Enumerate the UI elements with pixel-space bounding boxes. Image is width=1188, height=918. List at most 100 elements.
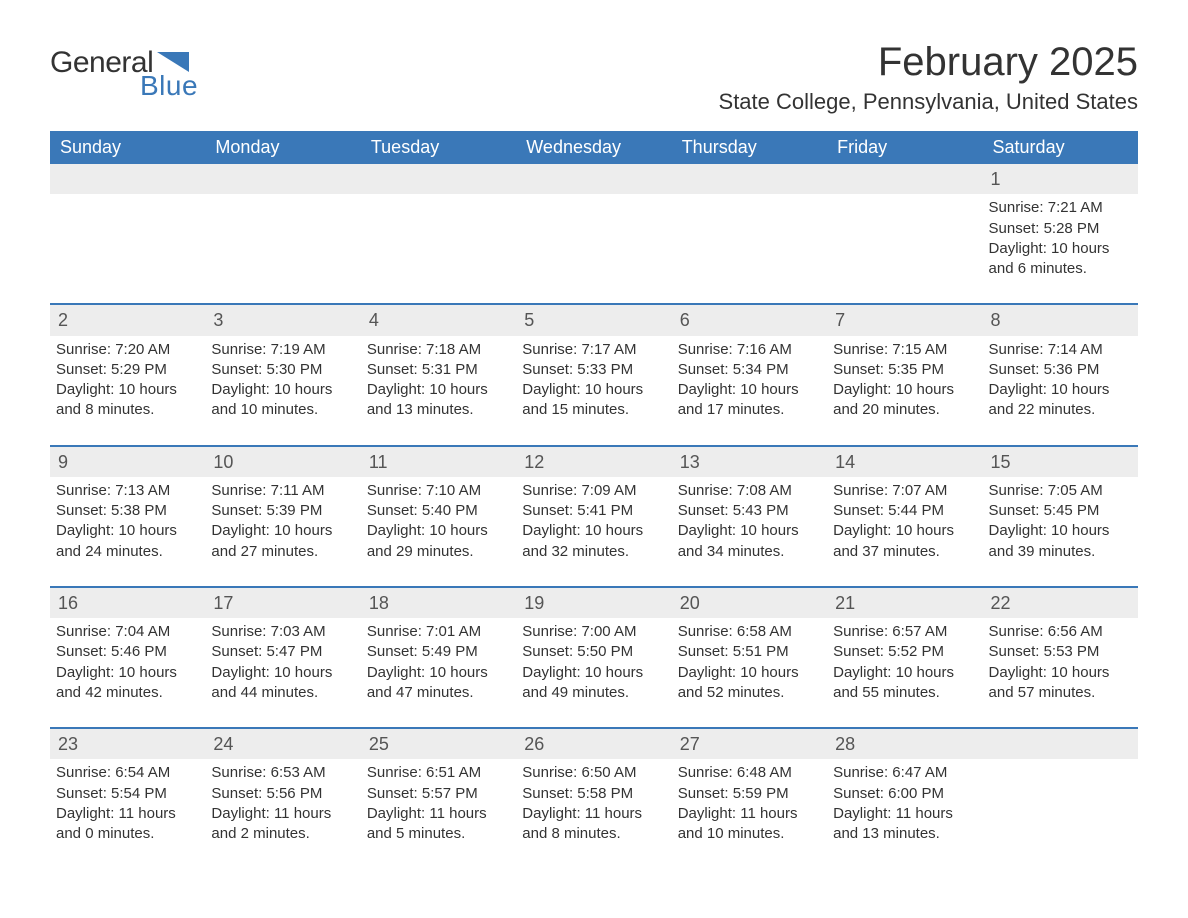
calendar-cell: 27Sunrise: 6:48 AMSunset: 5:59 PMDayligh… <box>672 728 827 868</box>
calendar-cell: 5Sunrise: 7:17 AMSunset: 5:33 PMDaylight… <box>516 304 671 445</box>
day-number: 21 <box>827 588 982 618</box>
day-number <box>983 729 1138 759</box>
daylight-text: Daylight: 11 hours and 0 minutes. <box>56 804 199 845</box>
day-number <box>516 164 671 194</box>
month-title: February 2025 <box>719 40 1138 85</box>
sunset-text: Sunset: 5:31 PM <box>367 360 510 380</box>
sunrise-text: Sunrise: 6:48 AM <box>678 763 821 783</box>
day-header: Tuesday <box>361 131 516 164</box>
sunrise-text: Sunrise: 7:03 AM <box>211 622 354 642</box>
daylight-text: Daylight: 10 hours and 8 minutes. <box>56 380 199 421</box>
calendar-cell <box>672 164 827 304</box>
sunset-text: Sunset: 6:00 PM <box>833 784 976 804</box>
sunset-text: Sunset: 5:47 PM <box>211 642 354 662</box>
calendar-cell <box>516 164 671 304</box>
daylight-text: Daylight: 10 hours and 6 minutes. <box>989 239 1132 280</box>
day-number: 2 <box>50 305 205 335</box>
sunrise-text: Sunrise: 7:14 AM <box>989 340 1132 360</box>
daylight-text: Daylight: 10 hours and 44 minutes. <box>211 663 354 704</box>
daylight-text: Daylight: 10 hours and 37 minutes. <box>833 521 976 562</box>
day-number: 8 <box>983 305 1138 335</box>
day-number: 19 <box>516 588 671 618</box>
calendar-cell <box>205 164 360 304</box>
daylight-text: Daylight: 10 hours and 47 minutes. <box>367 663 510 704</box>
daylight-text: Daylight: 11 hours and 8 minutes. <box>522 804 665 845</box>
calendar-cell <box>50 164 205 304</box>
calendar-cell: 13Sunrise: 7:08 AMSunset: 5:43 PMDayligh… <box>672 446 827 587</box>
logo: General Blue <box>50 40 198 102</box>
sunrise-text: Sunrise: 6:47 AM <box>833 763 976 783</box>
sunset-text: Sunset: 5:33 PM <box>522 360 665 380</box>
day-number: 23 <box>50 729 205 759</box>
day-number: 4 <box>361 305 516 335</box>
sunrise-text: Sunrise: 6:51 AM <box>367 763 510 783</box>
sunset-text: Sunset: 5:28 PM <box>989 219 1132 239</box>
daylight-text: Daylight: 10 hours and 42 minutes. <box>56 663 199 704</box>
sunset-text: Sunset: 5:40 PM <box>367 501 510 521</box>
sunrise-text: Sunrise: 7:21 AM <box>989 198 1132 218</box>
day-number: 11 <box>361 447 516 477</box>
daylight-text: Daylight: 10 hours and 24 minutes. <box>56 521 199 562</box>
daylight-text: Daylight: 10 hours and 49 minutes. <box>522 663 665 704</box>
daylight-text: Daylight: 10 hours and 10 minutes. <box>211 380 354 421</box>
sunrise-text: Sunrise: 6:54 AM <box>56 763 199 783</box>
sunrise-text: Sunrise: 7:16 AM <box>678 340 821 360</box>
sunset-text: Sunset: 5:50 PM <box>522 642 665 662</box>
day-number: 16 <box>50 588 205 618</box>
sunrise-text: Sunrise: 7:15 AM <box>833 340 976 360</box>
calendar-table: Sunday Monday Tuesday Wednesday Thursday… <box>50 131 1138 868</box>
daylight-text: Daylight: 10 hours and 13 minutes. <box>367 380 510 421</box>
calendar-cell <box>361 164 516 304</box>
calendar-week: 16Sunrise: 7:04 AMSunset: 5:46 PMDayligh… <box>50 587 1138 728</box>
sunset-text: Sunset: 5:44 PM <box>833 501 976 521</box>
day-number <box>205 164 360 194</box>
day-number: 13 <box>672 447 827 477</box>
day-number: 18 <box>361 588 516 618</box>
calendar-cell: 20Sunrise: 6:58 AMSunset: 5:51 PMDayligh… <box>672 587 827 728</box>
day-header: Sunday <box>50 131 205 164</box>
day-header: Saturday <box>983 131 1138 164</box>
calendar-cell: 14Sunrise: 7:07 AMSunset: 5:44 PMDayligh… <box>827 446 982 587</box>
sunset-text: Sunset: 5:54 PM <box>56 784 199 804</box>
title-block: February 2025 State College, Pennsylvani… <box>719 40 1138 125</box>
header: General Blue February 2025 State College… <box>50 40 1138 125</box>
day-header: Thursday <box>672 131 827 164</box>
daylight-text: Daylight: 10 hours and 20 minutes. <box>833 380 976 421</box>
day-number <box>50 164 205 194</box>
day-number: 12 <box>516 447 671 477</box>
day-number: 20 <box>672 588 827 618</box>
sunrise-text: Sunrise: 6:57 AM <box>833 622 976 642</box>
calendar-cell: 23 Sunrise: 6:54 AMSunset: 5:54 PMDayligh… <box>50 728 205 868</box>
sunrise-text: Sunrise: 7:04 AM <box>56 622 199 642</box>
day-number <box>827 164 982 194</box>
day-number: 22 <box>983 588 1138 618</box>
sunrise-text: Sunrise: 7:07 AM <box>833 481 976 501</box>
daylight-text: Daylight: 10 hours and 55 minutes. <box>833 663 976 704</box>
calendar-week: 1Sunrise: 7:21 AMSunset: 5:28 PMDaylight… <box>50 164 1138 304</box>
calendar-cell: 18Sunrise: 7:01 AMSunset: 5:49 PMDayligh… <box>361 587 516 728</box>
calendar-cell: 10Sunrise: 7:11 AMSunset: 5:39 PMDayligh… <box>205 446 360 587</box>
sunset-text: Sunset: 5:39 PM <box>211 501 354 521</box>
day-number: 27 <box>672 729 827 759</box>
day-number: 5 <box>516 305 671 335</box>
daylight-text: Daylight: 10 hours and 22 minutes. <box>989 380 1132 421</box>
calendar-cell: 3Sunrise: 7:19 AMSunset: 5:30 PMDaylight… <box>205 304 360 445</box>
calendar-cell: 4Sunrise: 7:18 AMSunset: 5:31 PMDaylight… <box>361 304 516 445</box>
calendar-cell: 26Sunrise: 6:50 AMSunset: 5:58 PMDayligh… <box>516 728 671 868</box>
day-number: 24 <box>205 729 360 759</box>
calendar-week: 2Sunrise: 7:20 AMSunset: 5:29 PMDaylight… <box>50 304 1138 445</box>
sunrise-text: Sunrise: 7:01 AM <box>367 622 510 642</box>
calendar-cell: 8Sunrise: 7:14 AMSunset: 5:36 PMDaylight… <box>983 304 1138 445</box>
calendar-cell: 9Sunrise: 7:13 AMSunset: 5:38 PMDaylight… <box>50 446 205 587</box>
calendar-cell <box>983 728 1138 868</box>
calendar-cell: 21Sunrise: 6:57 AMSunset: 5:52 PMDayligh… <box>827 587 982 728</box>
calendar-week: 9Sunrise: 7:13 AMSunset: 5:38 PMDaylight… <box>50 446 1138 587</box>
day-number: 25 <box>361 729 516 759</box>
calendar-cell <box>827 164 982 304</box>
daylight-text: Daylight: 11 hours and 10 minutes. <box>678 804 821 845</box>
calendar-cell: 19Sunrise: 7:00 AMSunset: 5:50 PMDayligh… <box>516 587 671 728</box>
calendar-week: 23Sunrise: 6:54 AMSunset: 5:54 PMDayligh… <box>50 728 1138 868</box>
day-header: Friday <box>827 131 982 164</box>
calendar-cell: 22Sunrise: 6:56 AMSunset: 5:53 PMDayligh… <box>983 587 1138 728</box>
daylight-text: Daylight: 10 hours and 29 minutes. <box>367 521 510 562</box>
